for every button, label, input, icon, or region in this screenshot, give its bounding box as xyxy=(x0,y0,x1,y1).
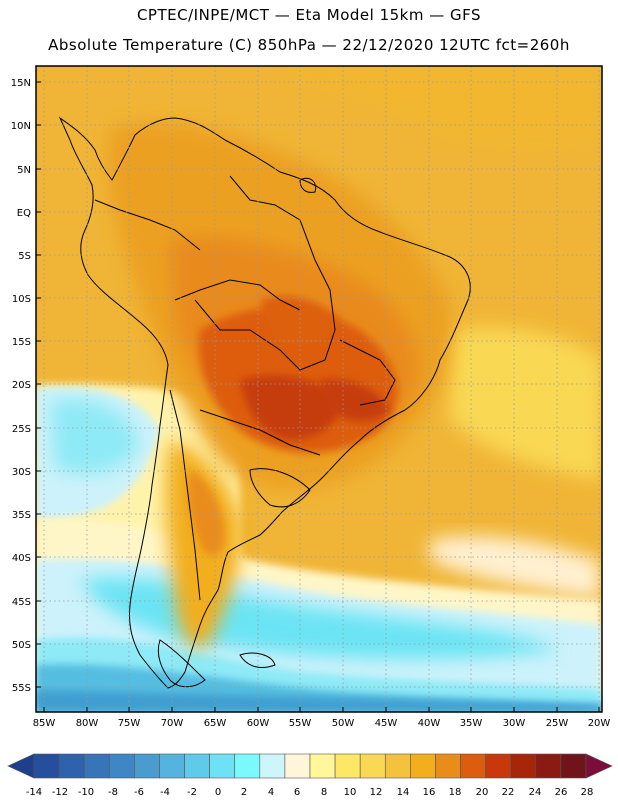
lon-label: 70W xyxy=(161,718,184,729)
colorbar-label: -12 xyxy=(52,787,68,798)
colorbar-swatch xyxy=(460,753,486,779)
colorbar-swatch xyxy=(184,753,210,779)
colorbar-swatch xyxy=(209,753,236,779)
colorbar-swatch xyxy=(334,753,361,779)
lat-label: 50S xyxy=(12,640,31,651)
colorbar-swatch xyxy=(384,753,411,779)
latitude-labels: 15N 10N 5N EQ 5S 10S 15S 20S 25S 30S 35S… xyxy=(11,78,31,694)
lat-label: 55S xyxy=(12,683,31,694)
colorbar-arrow-low xyxy=(7,753,35,779)
colorbar-label: 28 xyxy=(581,787,594,798)
colorbar-label: 4 xyxy=(268,787,274,798)
colorbar-swatch xyxy=(309,753,336,779)
map-title-line2: Absolute Temperature (C) 850hPa — 22/12/… xyxy=(48,36,570,54)
colorbar-swatch xyxy=(485,753,512,779)
map-title-line1: CPTEC/INPE/MCT — Eta Model 15km — GFS xyxy=(136,6,482,24)
colorbar-swatch xyxy=(284,753,311,779)
lon-label: 20W xyxy=(588,718,611,729)
lat-label: 35S xyxy=(12,510,31,521)
lat-label: 10N xyxy=(11,121,31,132)
colorbar-label: 0 xyxy=(215,787,221,798)
colorbar-label: -8 xyxy=(108,787,118,798)
colorbar-label: -14 xyxy=(26,787,42,798)
colorbar-label: 22 xyxy=(502,787,515,798)
color-scale-bar xyxy=(7,753,613,779)
map-frame xyxy=(35,65,603,713)
lat-label: 30S xyxy=(12,467,31,478)
lat-label: 25S xyxy=(12,424,31,435)
lon-label: 60W xyxy=(247,718,270,729)
lat-label: 5S xyxy=(18,251,31,262)
colorbar-label: 26 xyxy=(555,787,568,798)
lon-label: 45W xyxy=(375,718,398,729)
colorbar-label: 10 xyxy=(344,787,357,798)
colorbar-label: 24 xyxy=(529,787,542,798)
colorbar-label: 6 xyxy=(294,787,300,798)
colorbar-swatch xyxy=(58,753,85,779)
lon-label: 55W xyxy=(289,718,312,729)
lat-label: 15N xyxy=(11,78,31,89)
colorbar-swatch xyxy=(134,753,160,779)
colorbar-label: 18 xyxy=(449,787,462,798)
colorbar-swatch xyxy=(33,753,60,779)
lon-label: 75W xyxy=(118,718,141,729)
colorbar-label: -2 xyxy=(187,787,197,798)
lon-label: 50W xyxy=(332,718,355,729)
colorbar-swatch xyxy=(234,753,261,779)
lat-label: 5N xyxy=(17,165,31,176)
colorbar-swatch xyxy=(83,753,110,779)
lat-label: 45S xyxy=(12,597,31,608)
temperature-field xyxy=(36,66,602,712)
lon-label: 25W xyxy=(546,718,569,729)
lat-label: 10S xyxy=(12,294,31,305)
longitude-labels: 85W 80W 75W 70W 65W 60W 55W 50W 45W 40W … xyxy=(33,718,611,729)
colorbar-label: 12 xyxy=(370,787,383,798)
color-scale-labels: -14 -12 -10 -8 -6 -4 -2 0 2 4 6 8 10 12 … xyxy=(26,787,594,798)
colorbar-swatch xyxy=(510,753,537,779)
lat-label: 40S xyxy=(12,553,31,564)
colorbar-label: -10 xyxy=(78,787,94,798)
colorbar-swatch xyxy=(560,753,587,779)
colorbar-swatch xyxy=(108,753,135,779)
colorbar-label: -6 xyxy=(134,787,144,798)
colorbar-swatch xyxy=(159,753,185,779)
colorbar-label: 14 xyxy=(397,787,410,798)
colorbar-swatch xyxy=(435,753,461,779)
lat-label: 15S xyxy=(12,337,31,348)
colorbar-label: -4 xyxy=(160,787,170,798)
lat-label: EQ xyxy=(17,208,31,219)
lon-label: 35W xyxy=(460,718,483,729)
colorbar-label: 8 xyxy=(321,787,327,798)
coastlines xyxy=(58,116,471,689)
colorbar-swatch xyxy=(259,753,286,779)
lon-label: 30W xyxy=(503,718,526,729)
colorbar-swatch xyxy=(359,753,386,779)
colorbar-swatch xyxy=(535,753,562,779)
lat-label: 20S xyxy=(12,380,31,391)
lon-label: 85W xyxy=(33,718,56,729)
colorbar-arrow-high xyxy=(585,753,613,779)
colorbar-label: 2 xyxy=(241,787,247,798)
colorbar-label: 16 xyxy=(423,787,436,798)
axis-ticks xyxy=(36,81,600,712)
colorbar-label: 20 xyxy=(476,787,489,798)
lon-label: 40W xyxy=(418,718,441,729)
lon-label: 65W xyxy=(204,718,227,729)
colorbar-swatch xyxy=(410,753,436,779)
lon-label: 80W xyxy=(76,718,99,729)
